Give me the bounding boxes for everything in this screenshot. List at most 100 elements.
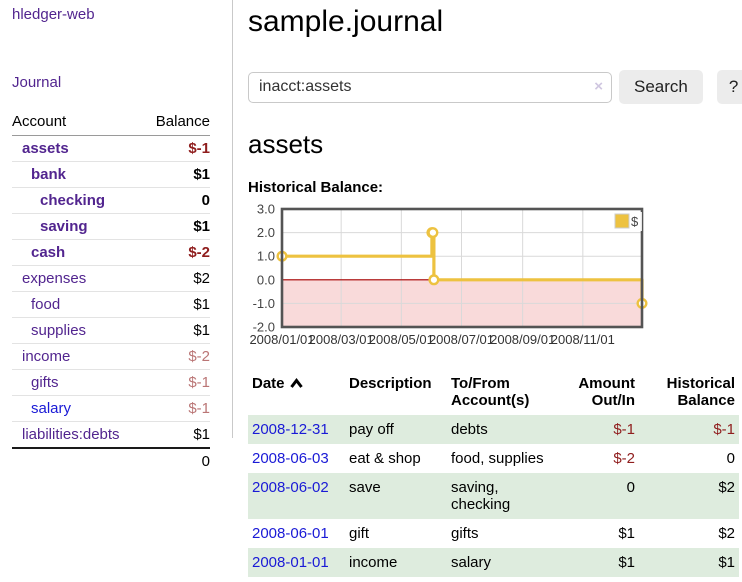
total-balance: 0 bbox=[143, 447, 210, 474]
svg-text:2.0: 2.0 bbox=[257, 225, 275, 240]
transaction-balance: 0 bbox=[726, 450, 735, 467]
account-link-gifts[interactable]: gifts bbox=[31, 374, 59, 391]
account-balance: $1 bbox=[143, 161, 210, 188]
register-header-date[interactable]: Date bbox=[248, 373, 345, 415]
transaction-accounts: gifts bbox=[451, 525, 479, 542]
account-balance: $1 bbox=[143, 291, 210, 318]
account-balance: $-2 bbox=[143, 239, 210, 266]
account-link-cash[interactable]: cash bbox=[31, 244, 66, 261]
chart-title: Historical Balance: bbox=[248, 179, 384, 196]
register-header-amount: Amount Out/In bbox=[578, 375, 635, 409]
account-link-liabilities-debts[interactable]: liabilities:debts bbox=[22, 426, 120, 443]
svg-text:1.0: 1.0 bbox=[257, 249, 275, 264]
main-content: sample.journal × Search ? assets Histori… bbox=[233, 0, 742, 577]
transaction-date-link[interactable]: 2008-12-31 bbox=[252, 421, 329, 438]
transaction-accounts: saving, checking bbox=[451, 479, 511, 513]
account-row: liabilities:debts $1 bbox=[12, 421, 210, 448]
transaction-description: gift bbox=[349, 525, 370, 542]
total-row: 0 bbox=[12, 447, 210, 474]
account-link-checking[interactable]: checking bbox=[40, 192, 106, 209]
svg-text:2008/01/01: 2008/01/01 bbox=[249, 332, 314, 347]
account-balance: $2 bbox=[143, 265, 210, 292]
register-header-description: Description bbox=[349, 375, 432, 392]
account-row: supplies $1 bbox=[12, 317, 210, 344]
account-row: gifts $-1 bbox=[12, 369, 210, 396]
account-balance: $1 bbox=[143, 317, 210, 344]
account-link-income[interactable]: income bbox=[22, 348, 71, 365]
account-row: assets $-1 bbox=[12, 136, 210, 162]
account-row: checking 0 bbox=[12, 187, 210, 214]
account-balance: 0 bbox=[143, 187, 210, 214]
account-link-salary[interactable]: salary bbox=[31, 400, 72, 417]
svg-text:0.0: 0.0 bbox=[257, 272, 275, 287]
transaction-date-link[interactable]: 2008-06-02 bbox=[252, 479, 329, 496]
account-link-expenses[interactable]: expenses bbox=[22, 270, 87, 287]
svg-text:-2.0: -2.0 bbox=[253, 320, 275, 335]
transaction-amount: $1 bbox=[618, 525, 635, 542]
svg-text:$: $ bbox=[631, 214, 639, 229]
account-balance: $1 bbox=[143, 213, 210, 240]
register-row: 2008-01-01 income salary $1 $1 bbox=[248, 548, 739, 577]
account-heading: assets bbox=[248, 129, 324, 159]
transaction-description: pay off bbox=[349, 421, 394, 438]
transaction-date-link[interactable]: 2008-06-03 bbox=[252, 450, 329, 467]
account-row: food $1 bbox=[12, 291, 210, 318]
svg-text:2008/03/01: 2008/03/01 bbox=[309, 332, 374, 347]
account-balance-table: Account Balance assets $-1 bank $1 check… bbox=[12, 110, 210, 474]
sidebar: hledger-web Journal Account Balance asse… bbox=[0, 0, 233, 474]
transaction-description: eat & shop bbox=[349, 450, 421, 467]
register-header-balance: Historical Balance bbox=[666, 375, 735, 409]
transaction-balance: $-1 bbox=[713, 421, 735, 438]
search-button[interactable]: Search bbox=[619, 70, 703, 104]
account-balance: $1 bbox=[143, 421, 210, 448]
page-title: sample.journal bbox=[248, 5, 444, 38]
account-row: cash $-2 bbox=[12, 239, 210, 266]
register-row: 2008-06-03 eat & shop food, supplies $-2… bbox=[248, 444, 739, 473]
app-title-link[interactable]: hledger-web bbox=[12, 6, 95, 23]
account-row: income $-2 bbox=[12, 343, 210, 370]
register-row: 2008-12-31 pay off debts $-1 $-1 bbox=[248, 415, 739, 444]
transaction-amount: $-2 bbox=[613, 450, 635, 467]
sidebar-item-journal[interactable]: Journal bbox=[12, 74, 62, 91]
transaction-balance: $1 bbox=[718, 554, 735, 571]
transaction-accounts: food, supplies bbox=[451, 450, 544, 467]
clear-search-icon[interactable]: × bbox=[594, 77, 603, 95]
account-link-saving[interactable]: saving bbox=[40, 218, 88, 235]
historical-balance-chart: 3.0 2.0 1.0 0.0 -1.0 -2.0 2008/01/01 2008/03/01… bbox=[248, 202, 727, 356]
transaction-description: income bbox=[349, 554, 398, 571]
svg-text:2008/07/01: 2008/07/01 bbox=[429, 332, 494, 347]
transaction-amount: 0 bbox=[626, 479, 635, 496]
help-button[interactable]: ? bbox=[716, 70, 742, 104]
account-row: salary $-1 bbox=[12, 395, 210, 422]
account-row: expenses $2 bbox=[12, 265, 210, 292]
transaction-date-link[interactable]: 2008-01-01 bbox=[252, 554, 329, 571]
register-row: 2008-06-02 save saving, checking 0 $2 bbox=[248, 473, 739, 519]
register-table: Date Description To/From Account(s) Amou… bbox=[248, 373, 739, 577]
account-balance: $-2 bbox=[143, 343, 210, 370]
transaction-balance: $2 bbox=[718, 525, 735, 542]
transaction-accounts: salary bbox=[451, 554, 492, 571]
search-form: × Search ? bbox=[248, 70, 742, 104]
transaction-date-link[interactable]: 2008-06-01 bbox=[252, 525, 329, 542]
account-link-food[interactable]: food bbox=[31, 296, 61, 313]
transaction-accounts: debts bbox=[451, 421, 488, 438]
account-link-bank[interactable]: bank bbox=[31, 166, 67, 183]
account-balance: $-1 bbox=[143, 369, 210, 396]
svg-text:2008/05/01: 2008/05/01 bbox=[369, 332, 434, 347]
svg-text:3.0: 3.0 bbox=[257, 204, 275, 217]
transaction-amount: $1 bbox=[618, 554, 635, 571]
account-balance: $-1 bbox=[143, 395, 210, 422]
svg-text:2008/11/01: 2008/11/01 bbox=[551, 332, 615, 347]
search-input[interactable] bbox=[248, 71, 612, 103]
balance-column-header: Balance bbox=[143, 110, 210, 136]
svg-text:2008/09/01: 2008/09/01 bbox=[490, 332, 555, 347]
register-row: 2008-06-01 gift gifts $1 $2 bbox=[248, 519, 739, 548]
account-link-supplies[interactable]: supplies bbox=[31, 322, 87, 339]
transaction-amount: $-1 bbox=[613, 421, 635, 438]
account-row: saving $1 bbox=[12, 213, 210, 240]
account-column-header: Account bbox=[12, 110, 144, 136]
transaction-description: save bbox=[349, 479, 381, 496]
account-link-assets[interactable]: assets bbox=[22, 140, 69, 157]
transaction-balance: $2 bbox=[718, 479, 735, 496]
